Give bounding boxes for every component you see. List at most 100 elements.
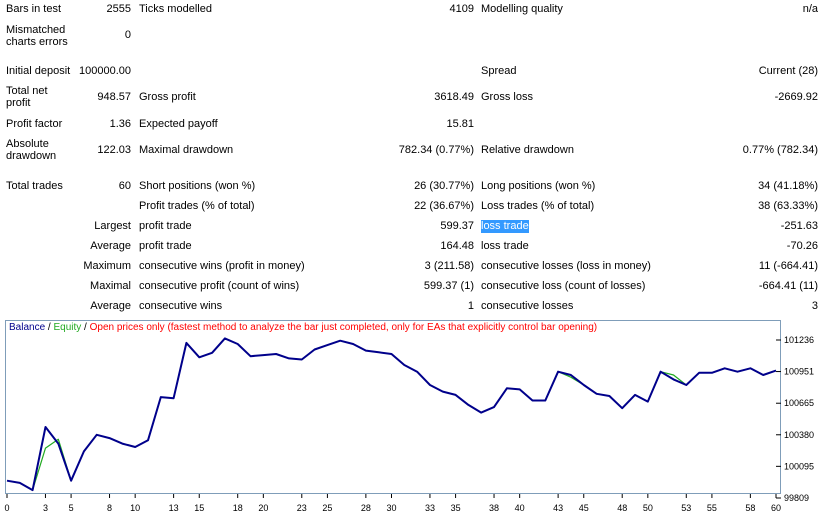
y-tick-label: 100665	[784, 398, 814, 408]
profit-factor-value: 1.36	[109, 118, 131, 130]
loss-trades-value: 38 (63.33%)	[758, 200, 818, 212]
avg-consec-losses-value: 3	[811, 300, 818, 312]
x-tick-label: 18	[233, 503, 243, 513]
spread-label: Spread	[481, 65, 517, 77]
legend-separator: /	[81, 322, 90, 333]
x-tick-label: 25	[322, 503, 332, 513]
y-tick-label: 101236	[784, 335, 814, 345]
largest-prefix: Largest	[94, 220, 131, 232]
avg-consec-wins-label: consecutive wins	[139, 300, 223, 312]
x-tick-label: 0	[4, 503, 9, 513]
x-tick-label: 15	[194, 503, 204, 513]
x-tick-label: 8	[107, 503, 112, 513]
equity-line	[6, 337, 777, 491]
modelling-quality-label: Modelling quality	[481, 3, 563, 15]
profit-trades-value: 22 (36.67%)	[414, 200, 474, 212]
x-tick-label: 45	[579, 503, 589, 513]
long-positions-value: 34 (41.18%)	[758, 180, 818, 192]
x-tick-label: 23	[297, 503, 307, 513]
bars-in-test-label: Bars in test	[6, 3, 62, 15]
average-consec-prefix: Average	[90, 300, 131, 312]
initial-deposit-value: 100000.00	[79, 65, 131, 77]
long-positions-label: Long positions (won %)	[481, 180, 596, 192]
x-tick-label: 60	[771, 503, 781, 513]
average-profit-value: 164.48	[440, 240, 474, 252]
x-tick-label: 28	[361, 503, 371, 513]
gross-loss-label: Gross loss	[481, 91, 533, 103]
absolute-drawdown-value: 122.03	[97, 144, 131, 156]
spread-value: Current (28)	[758, 65, 818, 77]
expected-payoff-label: Expected payoff	[139, 118, 218, 130]
total-net-profit-value: 948.57	[97, 91, 131, 103]
x-tick-label: 58	[745, 503, 755, 513]
x-tick-label: 40	[515, 503, 525, 513]
maximal-prefix: Maximal	[90, 280, 131, 292]
mismatched-value: 0	[124, 29, 131, 41]
maximal-drawdown-label: Maximal drawdown	[139, 144, 234, 156]
x-tick-label: 38	[489, 503, 499, 513]
legend-mode: Open prices only (fastest method to anal…	[89, 322, 598, 333]
x-tick-label: 43	[553, 503, 563, 513]
profit-trades-label: Profit trades (% of total)	[139, 200, 255, 212]
max-consec-wins-value: 3 (211.58)	[424, 260, 474, 272]
maximal-consec-loss-label: consecutive loss (count of losses)	[481, 280, 646, 292]
profit-factor-label: Profit factor	[6, 118, 63, 130]
max-consec-losses-value: 11 (-664.41)	[758, 260, 818, 272]
short-positions-label: Short positions (won %)	[139, 180, 256, 192]
chart-legend: Balance / Equity / Open prices only (fas…	[9, 322, 597, 334]
x-tick-label: 10	[130, 503, 140, 513]
initial-deposit-label: Initial deposit	[6, 65, 71, 77]
maximal-consec-loss-value: -664.41 (11)	[758, 280, 818, 292]
x-tick-label: 48	[617, 503, 627, 513]
average-loss-label: loss trade	[481, 240, 529, 252]
x-tick-label: 55	[707, 503, 717, 513]
gross-profit-label: Gross profit	[139, 91, 196, 103]
loss-trades-label: Loss trades (% of total)	[481, 200, 595, 212]
largest-profit-value: 599.37	[440, 220, 474, 232]
expected-payoff-value: 15.81	[446, 118, 474, 130]
relative-drawdown-label: Relative drawdown	[481, 144, 574, 156]
y-tick-label: 100095	[784, 461, 814, 471]
x-tick-label: 5	[69, 503, 74, 513]
maximal-consec-profit-value: 599.37 (1)	[423, 280, 474, 292]
legend-balance: Balance	[9, 322, 46, 333]
legend-equity: Equity	[53, 322, 82, 333]
gross-loss-value: -2669.92	[774, 91, 818, 103]
mismatched-label: Mismatched charts errors	[6, 24, 68, 48]
short-positions-value: 26 (30.77%)	[414, 180, 474, 192]
maximal-drawdown-value: 782.34 (0.77%)	[398, 144, 474, 156]
largest-profit-label: profit trade	[139, 220, 192, 232]
maximum-prefix: Maximum	[83, 260, 131, 272]
balance-line	[6, 337, 777, 492]
relative-drawdown-value: 0.77% (782.34)	[742, 144, 818, 156]
x-tick-label: 13	[169, 503, 179, 513]
max-consec-losses-label: consecutive losses (loss in money)	[481, 260, 651, 272]
x-tick-label: 53	[681, 503, 691, 513]
x-tick-label: 33	[425, 503, 435, 513]
bars-in-test-value: 2555	[106, 3, 131, 15]
total-net-profit-label: Total net profit	[6, 85, 48, 109]
gross-profit-value: 3618.49	[434, 91, 474, 103]
x-tick-label: 3	[43, 503, 48, 513]
y-tick-label: 99809	[784, 493, 809, 503]
average-prefix: Average	[90, 240, 131, 252]
ticks-modelled-label: Ticks modelled	[139, 3, 212, 15]
balance-equity-chart	[5, 320, 781, 494]
legend-separator: /	[45, 322, 54, 333]
max-consec-wins-label: consecutive wins (profit in money)	[139, 260, 305, 272]
y-tick-label: 100380	[784, 430, 814, 440]
largest-loss-label[interactable]: loss trade	[481, 220, 529, 233]
x-tick-label: 30	[386, 503, 396, 513]
x-tick-label: 50	[643, 503, 653, 513]
x-tick-label: 35	[451, 503, 461, 513]
avg-consec-losses-label: consecutive losses	[481, 300, 574, 312]
y-tick-label: 100951	[784, 367, 814, 377]
modelling-quality-value: n/a	[802, 3, 818, 15]
total-trades-value: 60	[118, 180, 131, 192]
avg-consec-wins-value: 1	[467, 300, 474, 312]
average-profit-label: profit trade	[139, 240, 192, 252]
largest-loss-value: -251.63	[780, 220, 818, 232]
total-trades-label: Total trades	[6, 180, 63, 192]
maximal-consec-profit-label: consecutive profit (count of wins)	[139, 280, 300, 292]
